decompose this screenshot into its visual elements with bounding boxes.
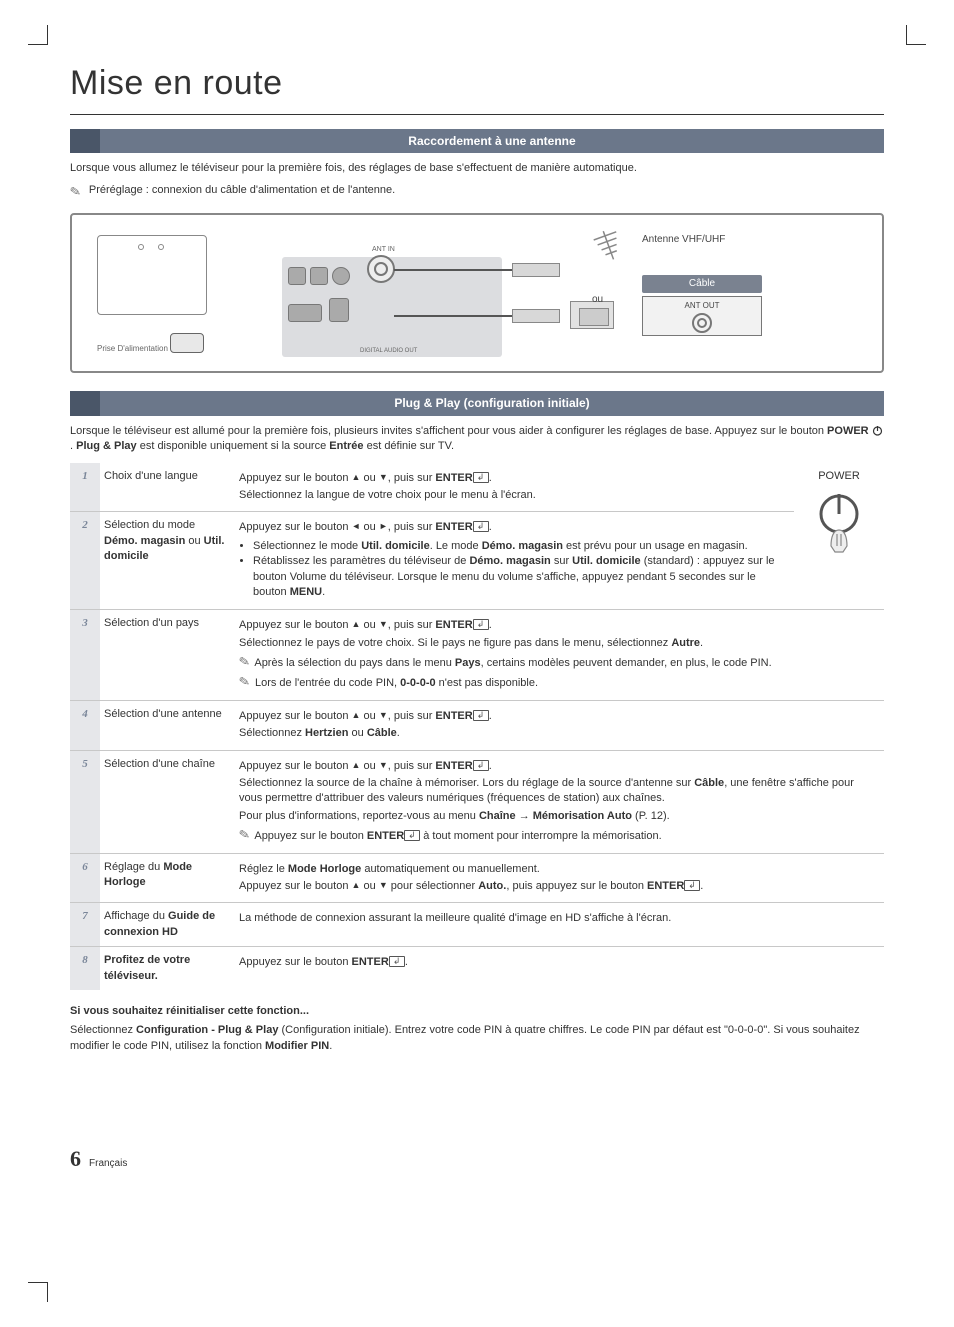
wire-icon bbox=[394, 269, 514, 271]
step-desc: Appuyez sur le bouton ▲ ou ▼, puis sur E… bbox=[235, 700, 884, 750]
note-icon: ✎ bbox=[238, 652, 252, 672]
enter-icon bbox=[473, 619, 489, 630]
steps-table: 1 Choix d'une langue Appuyez sur le bout… bbox=[70, 463, 884, 990]
antenna-diagram: Prise D'alimentation DIGITAL AUDIO OUT A… bbox=[70, 213, 884, 373]
step-row: 2 Sélection du mode Démo. magasin ou Uti… bbox=[70, 512, 884, 610]
cable-label: Câble bbox=[642, 275, 762, 293]
jack-icon bbox=[512, 263, 560, 277]
step-number: 6 bbox=[70, 853, 100, 903]
step-label: Sélection d'une chaîne bbox=[100, 750, 235, 853]
step-number: 5 bbox=[70, 750, 100, 853]
tv-icon bbox=[97, 235, 207, 315]
step-number: 1 bbox=[70, 463, 100, 512]
reset-body: Sélectionnez Configuration - Plug & Play… bbox=[70, 1023, 884, 1054]
step-row: 1 Choix d'une langue Appuyez sur le bout… bbox=[70, 463, 884, 512]
step-label: Choix d'une langue bbox=[100, 463, 235, 512]
step-number: 7 bbox=[70, 903, 100, 947]
digital-audio-label: DIGITAL AUDIO OUT bbox=[360, 347, 417, 355]
step-desc: Appuyez sur le bouton ENTER. bbox=[235, 947, 884, 990]
reset-heading: Si vous souhaitez réinitialiser cette fo… bbox=[70, 1004, 884, 1019]
enter-icon bbox=[473, 760, 489, 771]
step-row: 3 Sélection d'un pays Appuyez sur le bou… bbox=[70, 610, 884, 701]
ant-out-connector-icon bbox=[692, 313, 712, 333]
page-number: 6 bbox=[70, 1144, 81, 1175]
step-desc: Réglez le Mode Horloge automatiquement o… bbox=[235, 853, 884, 903]
step-row: 8 Profitez de votre téléviseur. Appuyez … bbox=[70, 947, 884, 990]
power-plug-icon bbox=[170, 333, 204, 353]
step-number: 8 bbox=[70, 947, 100, 990]
enter-icon bbox=[404, 830, 420, 841]
enter-icon bbox=[684, 880, 700, 891]
ant-in-label: ANT IN bbox=[372, 245, 395, 255]
step-row: 6 Réglage du Mode Horloge Réglez le Mode… bbox=[70, 853, 884, 903]
power-badge: POWER bbox=[794, 463, 884, 610]
antenna-label: Antenne VHF/UHF bbox=[642, 233, 725, 247]
section1-note: ✎ Préréglage : connexion du câble d'alim… bbox=[70, 183, 884, 201]
step-row: 4 Sélection d'une antenne Appuyez sur le… bbox=[70, 700, 884, 750]
power-plug-label: Prise D'alimentation bbox=[97, 343, 168, 354]
step-label: Sélection du mode Démo. magasin ou Util.… bbox=[100, 512, 235, 610]
step-label: Réglage du Mode Horloge bbox=[100, 853, 235, 903]
step-label: Profitez de votre téléviseur. bbox=[100, 947, 235, 990]
step-desc: Appuyez sur le bouton ▲ ou ▼, puis sur E… bbox=[235, 750, 884, 853]
language-label: Français bbox=[89, 1157, 127, 1171]
step-number: 4 bbox=[70, 700, 100, 750]
ant-in-connector-icon bbox=[367, 255, 395, 283]
antenna-icon bbox=[583, 220, 637, 280]
cable-box: Câble ANT OUT bbox=[642, 275, 762, 336]
step-label: Sélection d'une antenne bbox=[100, 700, 235, 750]
enter-icon bbox=[389, 956, 405, 967]
step-desc: Appuyez sur le bouton ◄ ou ►, puis sur E… bbox=[235, 512, 794, 610]
section2-intro: Lorsque le téléviseur est allumé pour la… bbox=[70, 424, 884, 455]
step-number: 2 bbox=[70, 512, 100, 610]
step-label: Sélection d'un pays bbox=[100, 610, 235, 701]
step-number: 3 bbox=[70, 610, 100, 701]
step-row: 7 Affichage du Guide de connexion HD La … bbox=[70, 903, 884, 947]
page-footer: 6 Français bbox=[70, 1144, 884, 1175]
note-icon: ✎ bbox=[69, 182, 83, 202]
note-icon: ✎ bbox=[238, 673, 252, 693]
ant-out-label: ANT OUT bbox=[643, 300, 761, 311]
power-button-icon bbox=[811, 490, 867, 560]
or-label: ou bbox=[592, 293, 603, 307]
enter-icon bbox=[473, 472, 489, 483]
note-icon: ✎ bbox=[238, 825, 252, 845]
step-desc: Appuyez sur le bouton ▲ ou ▼, puis sur E… bbox=[235, 463, 794, 512]
step-desc: Appuyez sur le bouton ▲ ou ▼, puis sur E… bbox=[235, 610, 884, 701]
step-row: 5 Sélection d'une chaîne Appuyez sur le … bbox=[70, 750, 884, 853]
jack-icon bbox=[512, 309, 560, 323]
step-label: Affichage du Guide de connexion HD bbox=[100, 903, 235, 947]
wire-icon bbox=[394, 315, 514, 317]
section1-note-text: Préréglage : connexion du câble d'alimen… bbox=[89, 183, 395, 198]
step-desc: La méthode de connexion assurant la meil… bbox=[235, 903, 884, 947]
section1-intro: Lorsque vous allumez le téléviseur pour … bbox=[70, 161, 884, 176]
enter-icon bbox=[473, 521, 489, 532]
section-heading-antenna: Raccordement à une antenne bbox=[70, 129, 884, 154]
section-heading-plugplay: Plug & Play (configuration initiale) bbox=[70, 391, 884, 416]
power-icon bbox=[872, 425, 883, 436]
page-title: Mise en route bbox=[70, 60, 884, 115]
enter-icon bbox=[473, 710, 489, 721]
